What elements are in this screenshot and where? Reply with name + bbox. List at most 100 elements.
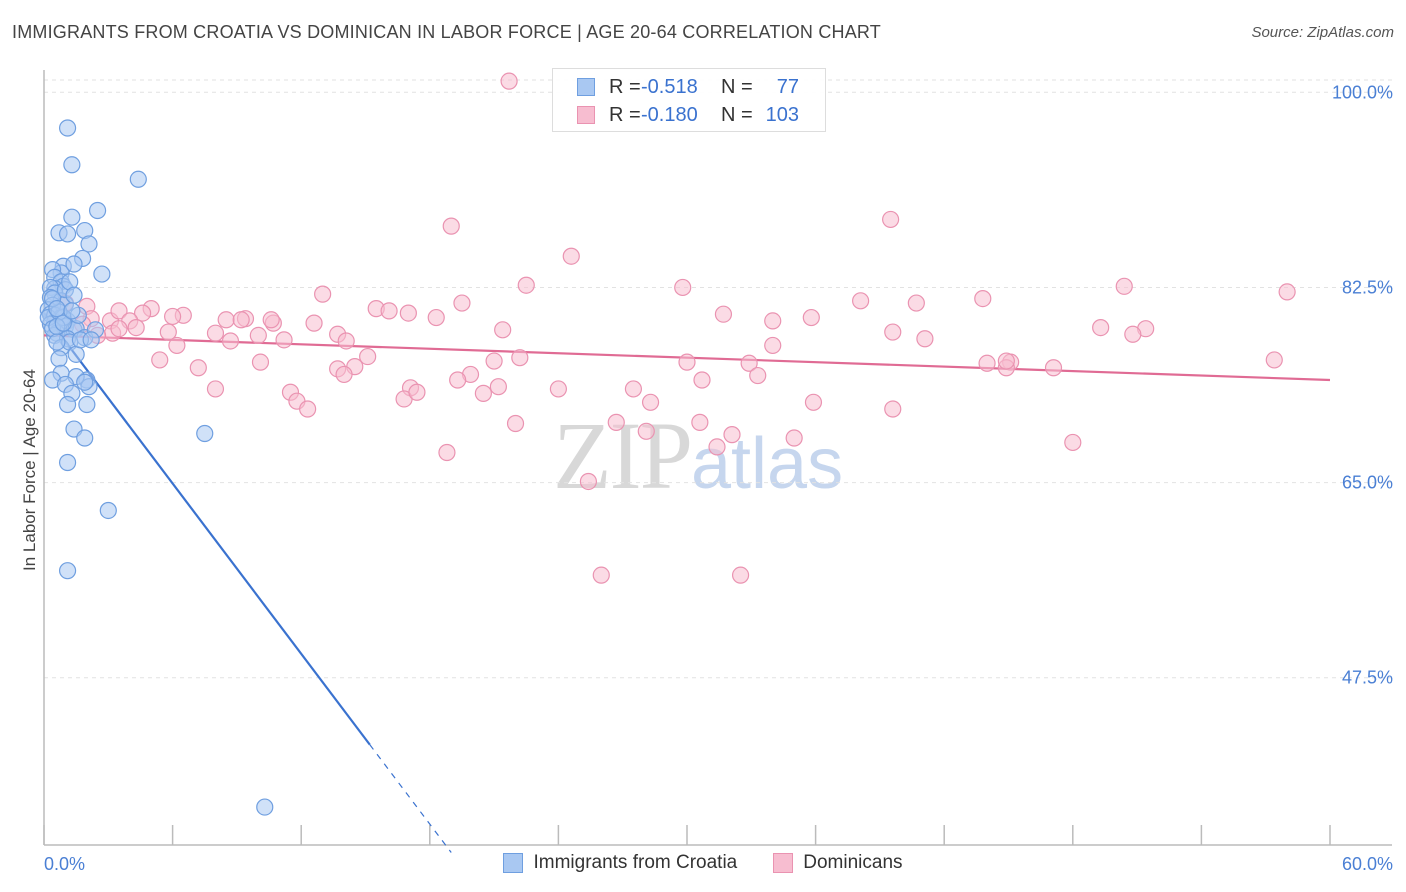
dominican-point-14 [1092,318,1110,337]
n-label: N = [721,103,753,126]
croatia-point-1 [63,156,81,174]
dominican-point-61 [151,351,169,369]
dominican-point-49 [262,311,280,329]
y-tick-label-0: 100.0% [1332,82,1393,102]
dominican-point-29 [217,311,235,329]
croatia-trend-extension [369,744,452,853]
croatia-point-73 [65,286,83,304]
dominican-point-41 [127,318,145,337]
dominican-point-98 [731,566,750,584]
croatia-trend-line [43,312,371,746]
dominican-point-88 [607,413,625,431]
croatia-point-6 [58,225,77,243]
croatia-point-68 [58,562,77,580]
croatia-point-62 [58,395,77,414]
legend-item-dominicans: Dominicans [773,852,903,874]
croatia-point-51 [50,350,68,368]
correlation-legend: R = -0.518 N = 77 R = -0.180 N = 103 [552,68,826,132]
r-label: R = [609,75,641,98]
trend-lines [43,312,1331,853]
dominican-n-value: 103 [765,103,799,126]
dominican-point-31 [232,311,250,329]
dominican-point-77 [474,384,492,402]
croatia-r-value: -0.518 [641,75,698,98]
dominican-point-70 [489,378,507,396]
dominican-point-10 [1278,283,1296,301]
dominican-point-95 [438,443,456,462]
dominican-point-100 [1124,325,1142,343]
dominican-point-74 [1044,359,1063,377]
dominican-point-66 [335,365,353,384]
croatia-point-4 [63,208,81,226]
data-points [39,72,1296,816]
dominican-point-53 [359,347,377,366]
dominican-point-4 [517,276,535,294]
dominican-point-6 [852,292,870,310]
dominican-point-24 [399,304,417,322]
dominican-point-68 [449,371,467,389]
dominican-point-89 [691,413,709,431]
x-tick-label-0: 0.0% [44,854,85,874]
dominican-point-63 [251,353,270,371]
watermark-atlas: atlas [691,424,844,504]
dominican-point-72 [749,366,767,385]
dominican-point-39 [110,302,128,320]
croatia-point-52 [67,345,85,363]
croatia-point-64 [196,424,214,443]
croatia-point-75 [48,333,66,351]
croatia-point-8 [80,235,98,253]
croatia-legend-swatch [503,853,524,873]
dominican-point-90 [637,422,655,440]
croatia-point-2 [129,170,147,188]
legend-item-croatia: Immigrants from Croatia [503,852,737,874]
dominican-point-23 [427,308,445,327]
y-tick-label-1: 82.5% [1342,277,1393,297]
dominican-point-13 [802,308,820,327]
tick-labels: 100.0% 82.5% 65.0% 47.5% 0.0% 60.0% [44,82,1393,874]
dominican-point-55 [485,352,503,370]
dominican-point-84 [641,393,660,411]
dominican-point-97 [592,566,610,584]
dominican-point-45 [159,323,177,341]
dominican-point-101 [110,320,128,338]
croatia-point-66 [58,453,77,472]
dominican-point-19 [453,294,471,312]
dominican-point-71 [693,371,711,389]
dominican-point-57 [740,354,758,372]
r-label: R = [609,103,641,126]
dominican-point-92 [785,429,803,447]
dominican-point-8 [907,294,925,312]
dominican-point-93 [708,438,726,456]
dominican-point-46 [206,324,225,342]
series-legend: Immigrants from Croatia Dominicans [0,852,1406,874]
legend-row-croatia: R = -0.518 N = 77 [553,73,799,101]
dominican-point-91 [723,426,741,444]
croatia-point-3 [88,201,107,220]
axes [43,70,1392,846]
dominican-legend-label: Dominicans [803,852,903,873]
dominican-point-102 [164,307,182,326]
gridlines [44,79,1392,679]
croatia-point-69 [256,798,274,816]
dominican-point-99 [997,352,1015,370]
dominican-point-33 [305,314,323,332]
x-tick-label-1: 60.0% [1342,854,1393,874]
dominican-r-value: -0.180 [641,103,698,126]
dominican-point-27 [133,304,152,322]
dominican-point-48 [275,331,293,349]
croatia-point-13 [65,255,83,273]
croatia-point-72 [82,331,100,349]
dominican-point-5 [674,278,692,297]
croatia-n-value: 77 [776,75,799,98]
dominican-point-17 [916,330,934,348]
dominican-point-51 [221,332,240,350]
dominican-point-20 [314,285,332,303]
dominican-point-94 [1064,433,1082,452]
dominican-point-85 [804,393,823,411]
y-tick-label-2: 65.0% [1342,473,1393,493]
dominican-point-16 [884,323,902,341]
dominican-point-25 [494,321,512,339]
dominican-point-1 [442,217,460,235]
dominican-point-7 [1115,277,1133,295]
dominican-point-47 [249,326,267,344]
